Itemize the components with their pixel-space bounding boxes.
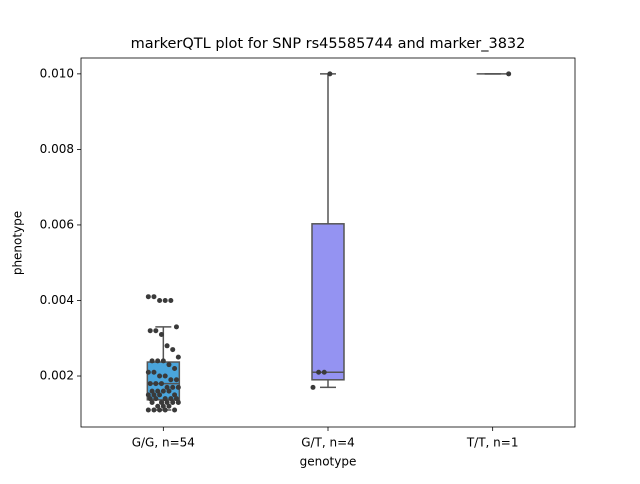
y-tick-label: 0.006 [40,217,74,231]
y-axis-label: phenotype [11,211,25,275]
data-point [147,381,153,387]
data-point [173,377,179,383]
y-tick-label: 0.010 [40,66,74,80]
data-point [145,392,151,398]
data-point [151,294,157,300]
data-point [157,392,163,398]
data-point [155,388,161,394]
data-point [158,381,164,387]
x-tick-label: T/T, n=1 [466,436,519,450]
box [311,223,345,381]
data-point [147,328,153,334]
data-point [166,362,172,368]
data-point [162,396,168,402]
data-point [151,407,157,413]
data-point [162,297,168,303]
data-point [168,377,174,383]
y-tick-label: 0.004 [40,293,74,307]
data-point [173,324,179,330]
data-point [170,399,176,405]
data-point [316,369,322,375]
data-point [158,399,164,405]
data-point [157,407,163,413]
data-point [321,369,327,375]
data-point [172,407,178,413]
chart-title: markerQTL plot for SNP rs45585744 and ma… [131,36,526,52]
data-point [168,396,174,402]
data-point [175,354,181,360]
x-tick-label: G/G, n=54 [132,436,195,450]
data-point [164,343,170,349]
x-axis-label: genotype [300,455,357,469]
x-tick-label: G/T, n=4 [301,436,355,450]
data-point [155,403,161,409]
data-point [164,399,170,405]
data-point [151,369,157,375]
data-point [145,294,151,300]
data-point [160,358,166,364]
data-point [157,297,163,303]
data-point [153,328,159,334]
data-point [172,365,178,371]
data-point [170,347,176,353]
data-point [151,392,157,398]
data-point [149,358,155,364]
data-point [145,407,151,413]
data-point [149,388,155,394]
data-point [166,403,172,409]
data-point [175,384,181,390]
data-point [160,388,166,394]
data-point [149,399,155,405]
data-point [145,369,151,375]
data-point [173,396,179,402]
data-point [164,384,170,390]
data-point [175,399,181,405]
data-point [160,403,166,409]
data-point [310,384,316,390]
y-tick-label: 0.008 [40,142,74,156]
y-tick-label: 0.002 [40,369,74,383]
data-point [172,392,178,398]
data-point [327,71,333,77]
data-point [170,384,176,390]
data-point [147,396,153,402]
data-point [168,297,174,303]
data-point [155,358,161,364]
data-point [153,396,159,402]
data-point [158,331,164,337]
data-point [162,373,168,379]
data-point [506,71,512,77]
data-point [153,381,159,387]
data-point [157,373,163,379]
data-point [162,407,168,413]
data-point [166,388,172,394]
